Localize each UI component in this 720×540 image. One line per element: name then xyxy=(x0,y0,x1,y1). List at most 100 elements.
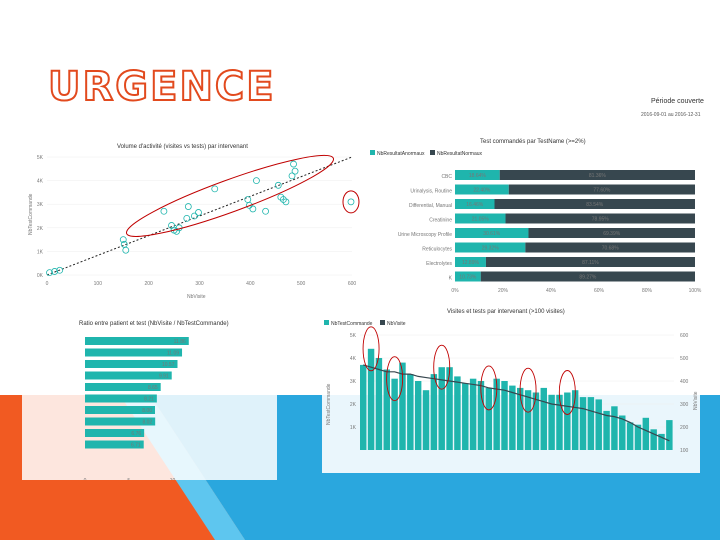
visits-tests-chart: Visites et tests par intervenant (>100 v… xyxy=(322,305,700,473)
scatter-point xyxy=(290,160,297,168)
visits-bar xyxy=(438,367,445,450)
stacked-bar-normaux xyxy=(485,257,695,267)
scatter-trendline xyxy=(46,156,353,276)
visits-bar xyxy=(564,392,571,450)
visits-ytick-right: 200 xyxy=(680,425,689,431)
stacked-category-label: Reticulocytes xyxy=(422,247,452,253)
scatter-xtick: 200 xyxy=(144,281,153,287)
visits-ytick-right: 400 xyxy=(680,379,689,385)
visits-bar xyxy=(634,424,642,450)
ratio-value-label: 8.21 xyxy=(144,397,154,403)
ratio-value-label: 9.91 xyxy=(159,374,169,380)
scatter-point xyxy=(279,196,287,203)
stacked-category-label: K xyxy=(449,276,453,282)
ratio-xtick: 0 xyxy=(84,478,87,480)
stacked-bar-anormaux xyxy=(455,170,500,180)
stacked-bar-chart: Test commandés par TestName (>=2%) NbRes… xyxy=(365,135,705,295)
ratio-value-label: 10.57 xyxy=(162,362,175,368)
stacked-bar-normaux xyxy=(505,213,695,224)
scatter-point xyxy=(46,269,53,277)
visits-bar xyxy=(548,394,555,450)
stacked-category-label: Creatinine xyxy=(429,218,452,224)
stacked-category-label: Urinalysis, Routine xyxy=(410,189,452,195)
visits-bar xyxy=(422,390,430,450)
ratio-value-label: 8.65 xyxy=(148,385,158,391)
stacked-title: Test commandés par TestName (>=2%) xyxy=(480,139,586,145)
legend-swatch-normaux xyxy=(430,150,435,155)
ratio-value-label: 6.71 xyxy=(131,443,141,449)
scatter-point xyxy=(184,203,192,210)
visits-bar xyxy=(407,374,414,450)
stacked-bar-anormaux xyxy=(455,257,486,267)
annotation-ellipse xyxy=(125,154,335,237)
ratio-bar xyxy=(85,383,161,391)
visits-bar xyxy=(650,429,657,450)
scatter-ytick: 1K xyxy=(37,249,44,255)
scatter-point xyxy=(262,207,269,215)
scatter-point xyxy=(195,209,202,216)
stacked-value-label: 70.68% xyxy=(602,246,620,252)
stacked-category-label: Electrolytes xyxy=(426,261,452,267)
scatter-point xyxy=(288,172,296,180)
stacked-value-label: 30.61% xyxy=(483,231,501,237)
scatter-point xyxy=(277,193,285,201)
scatter-point xyxy=(160,207,168,215)
annotation-ellipse xyxy=(558,370,576,415)
annotation-ellipse xyxy=(386,356,404,402)
stacked-value-label: 78.95% xyxy=(592,217,610,223)
visits-line xyxy=(363,364,670,442)
ratio-bar xyxy=(85,440,144,449)
visits-bar xyxy=(619,415,626,450)
legend-swatch-visits xyxy=(380,320,385,325)
scatter-point xyxy=(122,246,130,254)
ratio-title: Ratio entre patient et test (NbVisite / … xyxy=(79,321,229,327)
stacked-category-label: Urine Microscopy Profile xyxy=(398,232,452,238)
visits-bar xyxy=(469,378,477,450)
stacked-xtick: 80% xyxy=(642,288,653,294)
scatter-point xyxy=(253,177,260,184)
stacked-value-label: 16.46% xyxy=(466,202,484,208)
scatter-ytick: 2K xyxy=(37,226,44,232)
stacked-xtick: 100% xyxy=(689,288,702,294)
scatter-xtick: 0 xyxy=(46,281,49,287)
visits-bar xyxy=(399,362,406,450)
scatter-xtick: 500 xyxy=(297,281,306,287)
visits-bar xyxy=(626,422,634,450)
visits-bar xyxy=(509,385,516,450)
stacked-bar-anormaux xyxy=(455,271,481,282)
visits-ytick-left: 5K xyxy=(350,333,357,339)
visits-bar xyxy=(595,399,602,450)
stacked-bar-normaux xyxy=(525,242,695,253)
legend-anormaux: NbResultatAnormaux xyxy=(377,151,425,157)
ratio-bar xyxy=(85,371,172,380)
ratio-bar xyxy=(85,429,145,437)
stacked-category-label: CBC xyxy=(441,174,452,180)
visits-bar xyxy=(485,387,493,450)
legend-visits: NbVisite xyxy=(387,321,406,327)
scatter-point xyxy=(244,196,252,203)
stacked-bar-anormaux xyxy=(455,184,509,195)
visits-bar xyxy=(493,378,500,450)
stacked-bar-normaux xyxy=(499,170,695,180)
visits-title: Visites et tests par intervenant (>100 v… xyxy=(447,309,565,315)
stacked-bar-normaux xyxy=(480,271,695,282)
stacked-value-label: 69.39% xyxy=(603,231,621,237)
legend-normaux: NbResultatNormaux xyxy=(437,151,483,157)
scatter-xlabel: NbVisite xyxy=(187,294,206,300)
visits-bar xyxy=(587,397,595,450)
visits-bar xyxy=(658,433,665,450)
visits-ylabel-right: NbVisite xyxy=(693,391,699,410)
stacked-category-label: Differential, Manual xyxy=(409,203,452,209)
visits-ytick-right: 600 xyxy=(680,333,689,339)
visits-bar xyxy=(391,378,398,450)
legend-swatch-tests xyxy=(324,320,329,325)
ratio-xtick: 5 xyxy=(127,478,130,480)
stacked-value-label: 22.40% xyxy=(473,188,491,194)
scatter-ylabel: NbTestCommande xyxy=(28,193,34,235)
visits-ytick-right: 100 xyxy=(680,448,689,454)
ratio-chart: Ratio entre patient et test (NbVisite / … xyxy=(22,315,277,480)
scatter-xtick: 600 xyxy=(348,281,357,287)
scatter-point xyxy=(51,268,59,275)
ratio-bar xyxy=(85,394,157,403)
visits-bar xyxy=(501,381,508,450)
